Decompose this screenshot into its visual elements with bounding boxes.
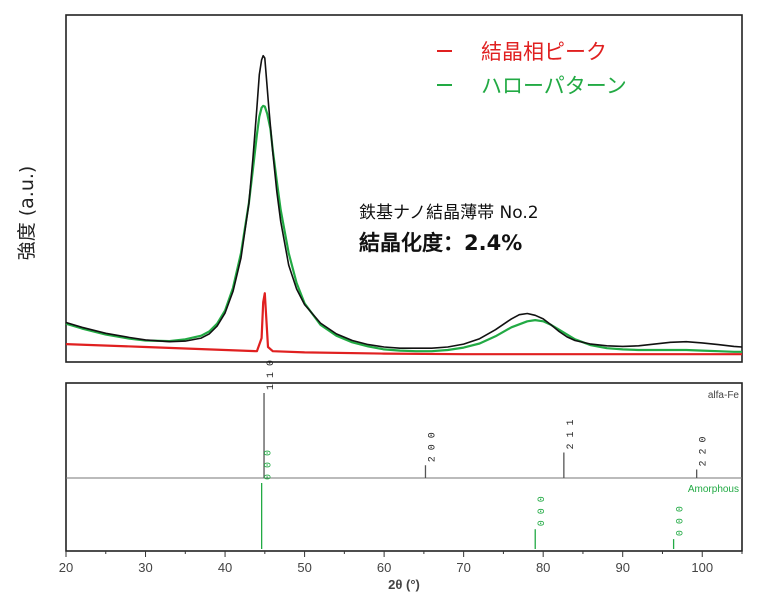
halo-pattern-line [65, 104, 742, 353]
alfa-fe-peak-label-1: 2 0 0 [427, 432, 438, 462]
x-axis-label: 2θ (°) [388, 577, 420, 592]
lower-panel: alfa-Fe Amorphous 1 1 0 2 0 0 2 1 1 2 2 0 0 … [59, 360, 743, 592]
measured-pattern-line [65, 54, 743, 350]
y-axis-label: 強度 (a.u.) [16, 166, 38, 261]
x-tick-label: 50 [297, 560, 311, 575]
series-label-alfa-fe: alfa-Fe [708, 390, 740, 401]
series-label-amorphous: Amorphous [688, 484, 739, 495]
x-tick-label: 80 [536, 560, 550, 575]
x-tick-label: 100 [691, 560, 713, 575]
amorphous-peak-label-1: 0 0 0 [537, 496, 548, 526]
upper-series-lines [65, 54, 743, 356]
upper-plot-frame [65, 14, 743, 363]
x-tick-label: 90 [615, 560, 629, 575]
x-tick-label: 30 [138, 560, 152, 575]
alfa-fe-peak-label-0: 1 1 0 [266, 360, 277, 390]
x-tick-label: 40 [218, 560, 232, 575]
amorphous-peak-label-2: 0 0 0 [676, 506, 687, 536]
sample-annotation: 鉄基ナノ結晶薄帯 No.2 [359, 203, 539, 223]
crystallinity-annotation: 結晶化度：2.4% [359, 231, 522, 255]
upper-panel: 結晶相ピーク ハローパターン 鉄基ナノ結晶薄帯 No.2 結晶化度：2.4% 強… [16, 14, 743, 363]
amorphous-peak-label-0: 0 0 0 [264, 450, 275, 480]
legend-label-crystal: 結晶相ピーク [481, 40, 607, 64]
alfa-fe-peak-label-3: 2 2 0 [699, 436, 710, 466]
x-tick-label: 20 [59, 560, 73, 575]
x-tick-label: 70 [456, 560, 470, 575]
crystal-peak-line [65, 292, 742, 356]
reference-peaks: 1 1 0 2 0 0 2 1 1 2 2 0 0 0 0 0 0 0 0 0 0 [260, 360, 710, 549]
legend: 結晶相ピーク ハローパターン [437, 40, 627, 98]
x-axis-ticks: 20 30 40 50 60 70 80 90 100 [59, 551, 743, 575]
lower-plot-frame [65, 382, 743, 552]
legend-label-halo: ハローパターン [481, 74, 627, 98]
x-tick-label: 60 [377, 560, 391, 575]
alfa-fe-peak-label-2: 2 1 1 [566, 419, 577, 449]
